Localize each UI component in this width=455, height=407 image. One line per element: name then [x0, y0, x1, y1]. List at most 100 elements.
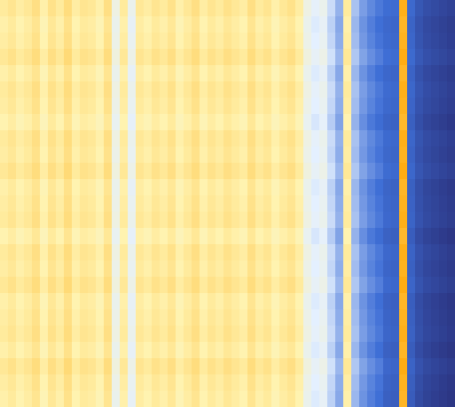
heatmap-cell	[127, 341, 137, 359]
heatmap-cell	[303, 325, 312, 343]
heatmap-cell	[87, 65, 97, 82]
heatmap-cell	[39, 32, 49, 50]
heatmap-cell	[143, 146, 153, 164]
heatmap-cell	[111, 309, 121, 327]
heatmap-cell	[47, 227, 57, 245]
heatmap-cell	[415, 374, 424, 392]
heatmap-cell	[439, 293, 448, 310]
heatmap-cell	[271, 309, 280, 327]
heatmap-cell	[127, 390, 137, 407]
heatmap-cell	[407, 195, 416, 213]
heatmap-cell	[335, 65, 344, 82]
heatmap-cell	[103, 227, 113, 245]
heatmap-cell	[183, 276, 193, 294]
heatmap-cell	[351, 293, 360, 310]
heatmap-cell	[199, 130, 209, 148]
heatmap-cell	[31, 325, 41, 343]
heatmap-cell	[31, 146, 41, 164]
heatmap-cell	[247, 260, 257, 278]
heatmap-cell	[199, 65, 209, 82]
heatmap-cell	[87, 162, 97, 180]
heatmap-cell	[255, 358, 265, 376]
heatmap-cell	[7, 195, 17, 213]
heatmap-cell	[207, 97, 217, 115]
heatmap-cell	[55, 97, 65, 115]
heatmap-cell	[39, 16, 49, 34]
heatmap-cell	[135, 276, 145, 294]
heatmap-cell	[135, 16, 145, 34]
heatmap-cell	[295, 179, 304, 196]
heatmap-cell	[143, 130, 153, 148]
heatmap-cell	[423, 146, 432, 164]
heatmap-cell	[295, 374, 304, 392]
heatmap-cell	[111, 260, 121, 278]
heatmap-cell	[255, 374, 265, 392]
heatmap-cell	[327, 16, 336, 34]
heatmap-cell	[295, 113, 304, 131]
heatmap-cell	[103, 325, 113, 343]
heatmap-cell	[151, 260, 161, 278]
heatmap-cell	[351, 374, 360, 392]
heatmap-cell	[207, 146, 217, 164]
heatmap-cell	[343, 48, 352, 66]
heatmap-cell	[239, 276, 249, 294]
heatmap-cell	[79, 390, 89, 407]
heatmap-cell	[119, 195, 129, 213]
heatmap-cell	[143, 309, 153, 327]
heatmap-cell	[359, 81, 368, 99]
heatmap-cell	[55, 390, 65, 407]
heatmap-cell	[327, 97, 336, 115]
heatmap-cell	[431, 211, 440, 229]
heatmap-cell	[351, 244, 360, 262]
heatmap-cell	[247, 179, 257, 196]
heatmap-cell	[295, 0, 304, 17]
heatmap-cell	[263, 48, 272, 66]
heatmap-cell	[127, 325, 137, 343]
heatmap-cell	[287, 358, 296, 376]
heatmap-cell	[111, 113, 121, 131]
heatmap-cell	[111, 65, 121, 82]
heatmap-cell	[191, 390, 201, 407]
heatmap-cell	[143, 16, 153, 34]
heatmap-cell	[287, 81, 296, 99]
heatmap-cell	[87, 81, 97, 99]
heatmap-cell	[319, 341, 328, 359]
heatmap-cell	[247, 293, 257, 310]
heatmap-cell	[335, 211, 344, 229]
heatmap-cell	[415, 276, 424, 294]
heatmap-cell	[31, 113, 41, 131]
heatmap-cell	[63, 97, 73, 115]
heatmap-cell	[303, 211, 312, 229]
heatmap-cell	[159, 113, 169, 131]
heatmap-cell	[303, 293, 312, 310]
heatmap-cell	[263, 195, 272, 213]
heatmap-cell	[167, 113, 177, 131]
heatmap-cell	[335, 97, 344, 115]
heatmap-cell	[175, 260, 185, 278]
heatmap-cell	[239, 48, 249, 66]
heatmap-cell	[167, 293, 177, 310]
heatmap-cell	[447, 325, 455, 343]
heatmap-cell	[255, 260, 265, 278]
heatmap-cell	[383, 113, 392, 131]
heatmap-cell	[159, 211, 169, 229]
heatmap-cell	[103, 309, 113, 327]
heatmap-cell	[199, 146, 209, 164]
heatmap-cell	[423, 260, 432, 278]
heatmap-cell	[423, 48, 432, 66]
heatmap-cell	[271, 113, 280, 131]
heatmap-cell	[31, 358, 41, 376]
heatmap-cell	[7, 390, 17, 407]
heatmap-cell	[215, 16, 225, 34]
heatmap-cell	[95, 81, 105, 99]
heatmap-cell	[223, 16, 233, 34]
heatmap-cell	[359, 260, 368, 278]
heatmap-cell	[199, 325, 209, 343]
heatmap-cell	[23, 97, 33, 115]
heatmap-cell	[95, 97, 105, 115]
heatmap-cell	[111, 16, 121, 34]
heatmap-cell	[15, 374, 25, 392]
heatmap-cell	[167, 146, 177, 164]
heatmap-cell	[343, 211, 352, 229]
heatmap-cell	[31, 374, 41, 392]
